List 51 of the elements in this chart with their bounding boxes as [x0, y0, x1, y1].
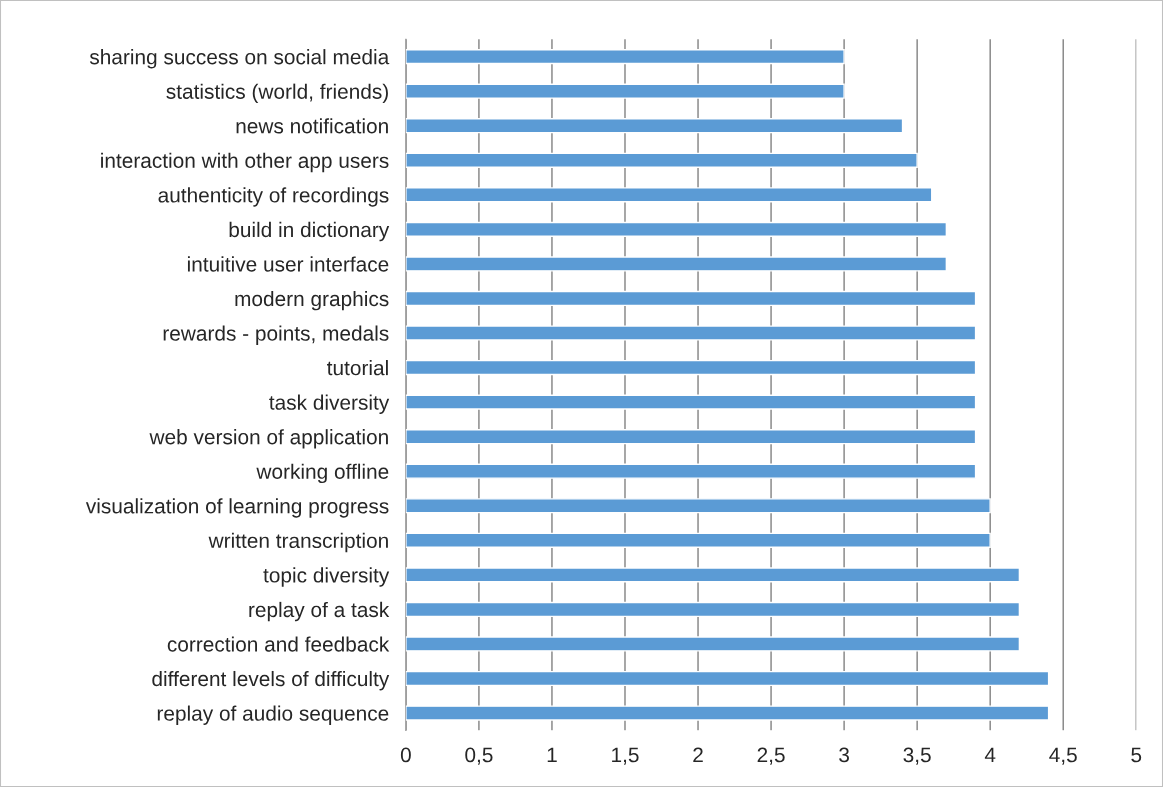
- bar: [405, 532, 991, 548]
- y-tick-label: build in dictionary: [229, 221, 390, 242]
- bar: [405, 118, 904, 134]
- x-tick-label: 5: [1131, 747, 1142, 763]
- bar: [405, 567, 1021, 583]
- y-tick-label: modern graphics: [235, 290, 389, 311]
- bar: [405, 83, 845, 99]
- y-tick-label: sharing success on social media: [89, 49, 390, 69]
- x-tick-label: 0,5: [465, 747, 493, 765]
- bar: [405, 463, 977, 479]
- y-tick-label: tutorial: [327, 360, 388, 376]
- x-tick-label: 1,5: [612, 747, 639, 765]
- bar: [405, 290, 977, 307]
- y-tick-label: interaction with other app users: [101, 152, 389, 173]
- x-tick-label: 4,5: [1049, 747, 1077, 765]
- y-tick-label: statistics (world, friends): [166, 83, 388, 104]
- y-tick-label: different levels of difficulty: [152, 670, 390, 691]
- y-tick-label: replay of a task: [249, 601, 390, 622]
- x-tick-label: 0: [400, 747, 411, 763]
- bar: [405, 429, 977, 445]
- y-tick-label: written transcription: [208, 532, 388, 553]
- bar: [405, 152, 918, 168]
- y-tick-label: replay of audio sequence: [157, 705, 389, 725]
- x-tick-label: 3: [839, 747, 849, 763]
- y-tick-label: visualization of learning progress: [85, 498, 389, 518]
- bar: [405, 187, 933, 203]
- y-tick-label: web version of application: [149, 429, 388, 449]
- bar: [405, 498, 991, 514]
- x-tick-label: 2,5: [757, 747, 785, 765]
- bar: [405, 705, 1050, 721]
- y-tick-label: news notification: [236, 118, 388, 134]
- bar: [405, 221, 948, 237]
- y-tick-label: intuitive user interface: [187, 256, 389, 272]
- bar: [405, 670, 1050, 687]
- bar: [405, 394, 977, 410]
- bar: [405, 359, 977, 376]
- y-tick-label: authenticity of recordings: [158, 187, 389, 207]
- bar: [405, 601, 1021, 618]
- x-tick-label: 4: [984, 747, 996, 763]
- bar: [405, 256, 948, 272]
- x-tick-label: 2: [693, 747, 703, 763]
- x-tick-label: 3,5: [903, 747, 931, 765]
- bar: [405, 49, 845, 65]
- y-tick-label: working offline: [256, 463, 389, 484]
- y-tick-label: task diversity: [269, 394, 390, 414]
- bar: [405, 325, 977, 341]
- y-tick-label: topic diversity: [263, 567, 390, 587]
- y-tick-label: correction and feedback: [167, 636, 390, 652]
- bar: [405, 636, 1021, 652]
- y-tick-label: rewards - points, medals: [163, 325, 389, 345]
- x-tick-label: 1: [547, 747, 557, 763]
